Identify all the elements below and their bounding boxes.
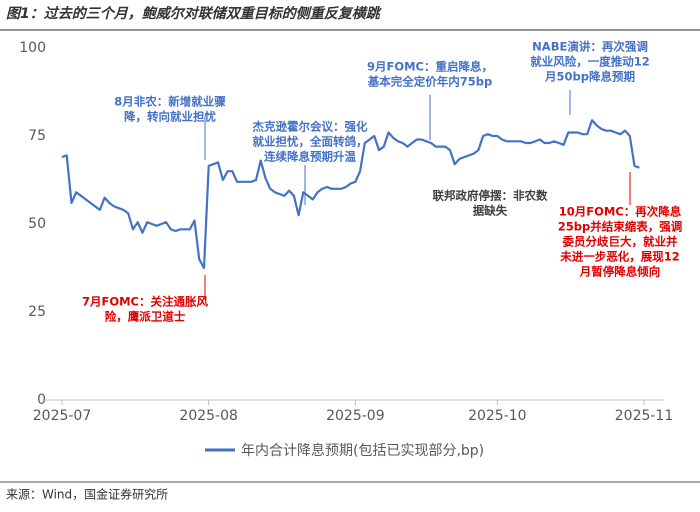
- annotation: 7月FOMC：关注通胀风: [82, 295, 209, 309]
- y-tick-label: 75: [28, 128, 46, 144]
- y-tick-label: 50: [28, 216, 46, 232]
- connectors: [204, 90, 631, 300]
- source: 来源：Wind，国金证券研究所: [6, 487, 168, 502]
- annotation: 联邦政府停摆：非农数: [433, 189, 548, 203]
- annotation: 月暂停降息倾向: [579, 265, 661, 279]
- x-tick-label: 2025-09: [326, 408, 385, 424]
- x-tick-label: 2025-11: [615, 408, 674, 424]
- x-tick-label: 2025-07: [33, 408, 92, 424]
- annotation: 10月FOMC：再次降息: [559, 205, 682, 219]
- y-tick-label: 0: [37, 392, 46, 408]
- annotation: 就业担忧，全面转鸽，: [253, 135, 368, 149]
- annotation: 未进一步恶化，展现12: [559, 250, 680, 264]
- annotation: 就业风险，一度推动12: [530, 55, 650, 69]
- series-line: [61, 119, 640, 270]
- annotation: 基本完全定价年内75bp: [367, 75, 492, 89]
- annotation: 月50bp降息预期: [544, 70, 635, 84]
- y-tick-label: 25: [28, 304, 46, 320]
- annotation: NABE演讲：再次强调: [532, 40, 648, 54]
- chart-title: 图1：过去的三个月，鲍威尔对联储双重目标的侧重反复横跳: [6, 5, 383, 22]
- annotation: 委员分歧巨大，就业并: [562, 235, 678, 249]
- x-tick-label: 2025-10: [468, 408, 527, 424]
- annotation: 连续降息预期升温: [264, 150, 356, 164]
- annotation: 险，鹰派卫道士: [105, 310, 186, 324]
- x-tick-label: 2025-08: [179, 408, 238, 424]
- annotation: 8月非农：新增就业骤: [114, 95, 226, 109]
- annotation: 降，转向就业担忧: [124, 110, 216, 124]
- y-tick-label: 100: [19, 40, 46, 56]
- legend-label: 年内合计降息预期(包括已实现部分,bp): [241, 442, 484, 459]
- annotation: 杰克逊霍尔会议：强化: [253, 120, 368, 134]
- annotation: 25bp并结束缩表，强调: [558, 220, 682, 234]
- annotation: 9月FOMC：重启降息，: [367, 60, 493, 74]
- annotation: 据缺失: [473, 204, 508, 218]
